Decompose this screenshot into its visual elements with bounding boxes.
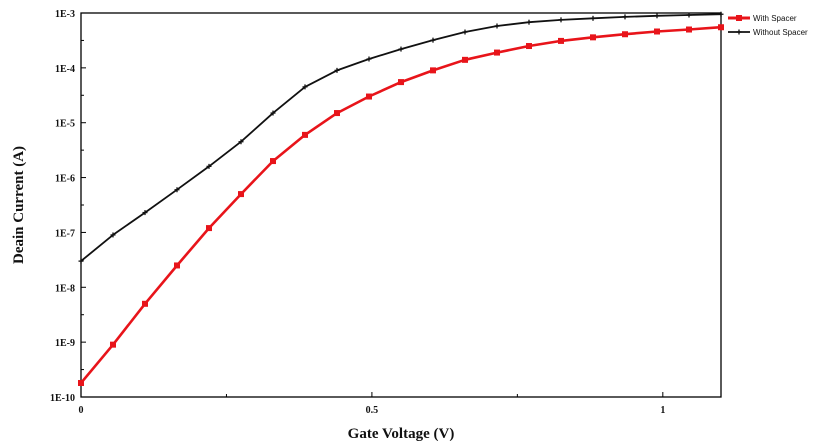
x-axis-title: Gate Voltage (V) [348,426,455,441]
legend-label: With Spacer [753,14,797,23]
series-without-spacer [78,11,724,264]
data-point [398,46,404,52]
y-axis-title: Deain Current (A) [11,146,27,264]
data-point [686,12,692,18]
data-point [174,187,180,193]
plot-frame [80,12,722,398]
data-point [398,79,404,86]
data-point [718,11,724,17]
data-point [302,84,308,90]
data-point [366,56,372,62]
data-point [270,158,276,165]
data-point [526,43,532,50]
data-point [590,34,596,41]
data-point [334,67,340,73]
y-tick-label: 1E-4 [55,64,75,75]
legend-item: Without Spacer [728,28,808,37]
data-point [590,15,596,21]
axis-ticks: 1E-10 1E-9 1E-8 1E-7 1E-6 1E-5 1E-4 1E-3 0 0.5 1 [50,9,665,416]
data-point [430,37,436,43]
data-point [718,24,724,31]
data-point [494,49,500,56]
data-point [622,14,628,20]
x-tick-label: 1 [660,405,665,416]
data-point [78,379,84,386]
data-point [622,31,628,38]
data-point [654,13,660,19]
data-point [78,258,84,264]
legend: With Spacer Without Spacer [728,14,808,37]
y-tick-label: 1E-7 [55,228,75,239]
y-tick-label: 1E-5 [55,119,75,130]
data-point [238,139,244,145]
data-point [270,110,276,116]
data-point [206,163,212,169]
data-point [462,56,468,63]
data-point [736,15,742,21]
data-point [686,26,692,33]
data-point [366,93,372,100]
y-tick-label: 1E-9 [55,338,75,349]
y-tick-label: 1E-10 [50,393,75,404]
data-point [430,67,436,74]
data-point [302,131,308,138]
legend-label: Without Spacer [753,28,808,37]
legend-item: With Spacer [728,14,797,23]
data-point [142,210,148,216]
x-tick-label: 0.5 [366,405,379,416]
series-layer [78,11,724,386]
data-point [494,23,500,29]
data-point [558,37,564,44]
x-tick-label: 0 [79,405,84,416]
data-point [238,191,244,198]
data-point [110,341,116,348]
data-point [736,29,742,35]
data-point [526,19,532,25]
y-tick-label: 1E-8 [55,283,75,294]
data-point [462,29,468,35]
data-point [174,262,180,269]
data-point [654,28,660,35]
data-point [110,232,116,238]
data-point [142,300,148,307]
series-with-spacer [78,24,724,386]
plot-area [80,12,722,398]
data-point [334,110,340,117]
data-point [206,225,212,232]
y-tick-label: 1E-6 [55,174,75,185]
y-tick-label: 1E-3 [55,9,75,20]
data-point [558,17,564,23]
